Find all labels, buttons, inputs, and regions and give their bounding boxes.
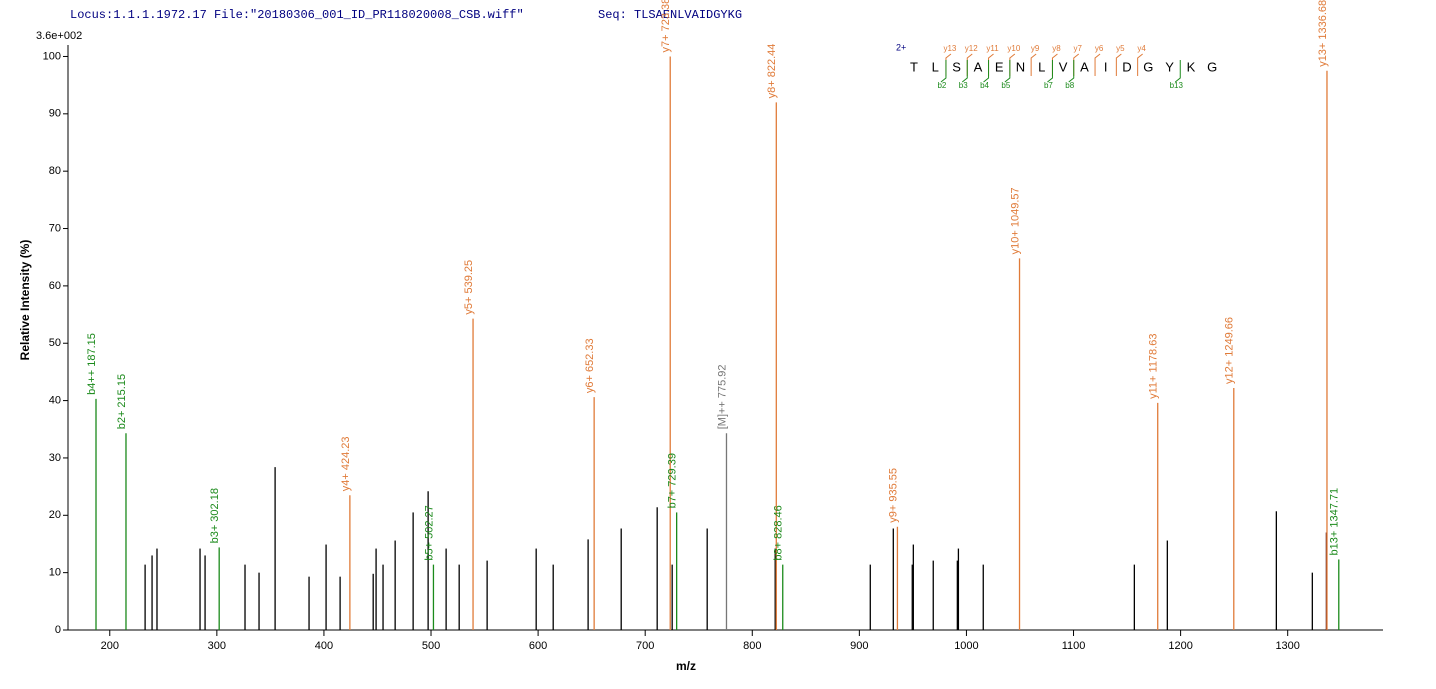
b-bracket [961, 60, 968, 83]
y-ion: y10 [1007, 44, 1020, 53]
x-tick-label: 700 [636, 640, 654, 652]
x-axis-label: m/z [676, 659, 696, 673]
y-ion: y11 [986, 44, 999, 53]
y-tick-label: 90 [49, 108, 61, 120]
residue: E [995, 59, 1004, 74]
b-ion: b3 [959, 81, 968, 90]
peak-label: y8+ 822.44 [766, 44, 778, 99]
x-tick-label: 1000 [954, 640, 978, 652]
y-bracket [1051, 53, 1058, 76]
y-bracket [1030, 53, 1037, 76]
y-axis-label: Relative Intensity (%) [18, 240, 32, 361]
residue: T [910, 59, 918, 74]
y-ion: y6 [1095, 44, 1104, 53]
b-ion: b7 [1044, 81, 1053, 90]
y-tick-label: 20 [49, 509, 61, 521]
x-tick-label: 1300 [1275, 640, 1299, 652]
residue: S [952, 59, 961, 74]
b-ion: b4 [980, 81, 989, 90]
peak-label: b8+ 828.46 [773, 505, 785, 560]
b-bracket [1068, 60, 1075, 83]
residue: N [1016, 59, 1025, 74]
b-bracket [1047, 60, 1053, 83]
residue: G [1207, 59, 1217, 74]
peak-label: y11+ 1178.63 [1148, 334, 1160, 399]
peak-label: b7+ 729.39 [667, 453, 679, 508]
y-bracket [1115, 53, 1122, 76]
x-tick-label: 400 [315, 640, 333, 652]
b-ion: b13 [1170, 81, 1184, 90]
b-bracket [1174, 60, 1181, 83]
y-tick-label: 80 [49, 165, 61, 177]
residue: K [1187, 59, 1196, 74]
peak-label: y12+ 1249.66 [1224, 317, 1236, 384]
y-bracket [1094, 53, 1101, 76]
residue: D [1122, 59, 1131, 74]
peak-label: b13+ 1347.71 [1329, 488, 1341, 556]
y-tick-label: 70 [49, 222, 61, 234]
b-bracket [940, 60, 947, 83]
residue: V [1059, 59, 1068, 74]
x-tick-label: 900 [850, 640, 868, 652]
b-ion: b8 [1065, 81, 1074, 90]
y-bracket [1009, 53, 1016, 76]
x-tick-label: 200 [101, 640, 119, 652]
charge: 2+ [896, 42, 906, 52]
peak-label: b4++ 187.15 [86, 333, 98, 395]
residue: A [974, 59, 983, 74]
peak-label: y13+ 1336.68 [1317, 0, 1329, 67]
x-tick-label: 300 [208, 640, 226, 652]
y-bracket [1073, 53, 1080, 76]
peak-label: y10+ 1049.57 [1009, 187, 1021, 254]
peak-label: y7+ 723.38 [660, 0, 672, 52]
y-tick-label: 40 [49, 394, 61, 406]
peak-label: y4+ 424.23 [340, 436, 352, 491]
y-tick-label: 10 [49, 567, 61, 579]
peak-label: b3+ 302.18 [209, 488, 221, 543]
peak-label: b5+ 502.27 [423, 505, 435, 560]
b-bracket [983, 60, 990, 83]
residue: L [932, 59, 939, 74]
y-tick-label: 50 [49, 337, 61, 349]
x-tick-label: 500 [422, 640, 440, 652]
b-ion: b2 [937, 81, 946, 90]
x-tick-label: 800 [743, 640, 761, 652]
y-ion: y8 [1052, 44, 1061, 53]
y-ion: y13 [943, 44, 956, 53]
peak-label: y6+ 652.33 [584, 338, 596, 393]
locus: Locus:1.1.1.1972.17 File:"20180306_001_I… [70, 8, 524, 22]
residue: L [1038, 59, 1045, 74]
y-tick-label: 30 [49, 452, 61, 464]
y-tick-label: 60 [49, 280, 61, 292]
residue: Y [1165, 59, 1174, 74]
y-ion: y5 [1116, 44, 1125, 53]
x-tick-label: 1100 [1062, 640, 1086, 652]
y-ion: y4 [1137, 44, 1146, 53]
x-tick-label: 600 [529, 640, 547, 652]
y-bracket [1137, 53, 1143, 76]
residue: I [1104, 59, 1108, 74]
y-bracket [988, 53, 994, 76]
y-tick-label: 100 [43, 50, 61, 62]
sequence-header: Seq: TLSAENLVAIDGYKG [598, 8, 742, 22]
x-tick-label: 1200 [1168, 640, 1192, 652]
y-tick-label: 0 [55, 624, 61, 636]
y-ion: y7 [1074, 44, 1083, 53]
residue: A [1080, 59, 1089, 74]
peak-label: y9+ 935.55 [887, 468, 899, 523]
b-bracket [1004, 60, 1011, 83]
y-ion: y9 [1031, 44, 1040, 53]
peak-label: [M]++ 775.92 [716, 364, 728, 429]
residue: G [1143, 59, 1153, 74]
peak-label: b2+ 215.15 [116, 374, 128, 429]
scale-label: 3.6e+002 [36, 30, 82, 42]
y-ion: y12 [965, 44, 978, 53]
peak-label: y5+ 539.25 [463, 260, 475, 315]
b-ion: b5 [1001, 81, 1010, 90]
y-bracket [966, 53, 973, 76]
y-bracket [945, 53, 952, 76]
